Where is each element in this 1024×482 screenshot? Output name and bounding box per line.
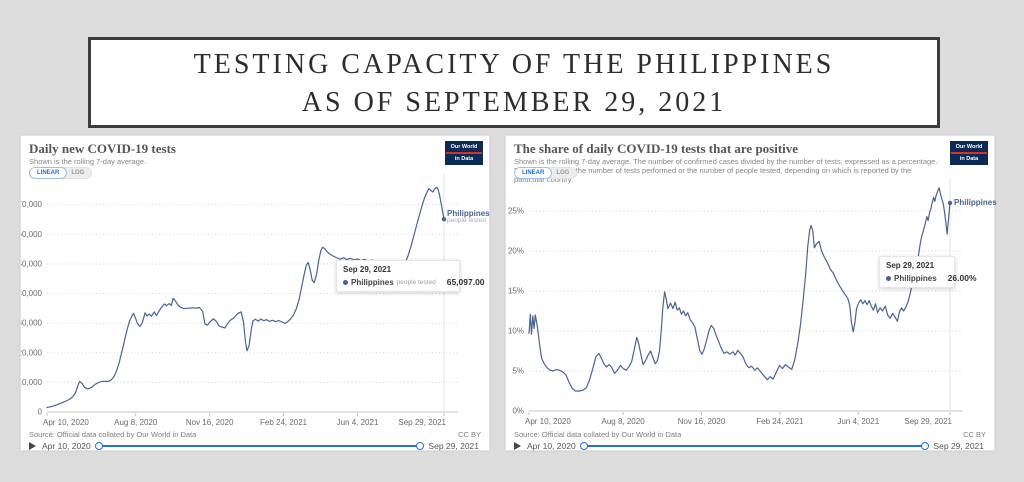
timeline-start-date: Apr 10, 2020 [42, 441, 91, 451]
banner-title-line-2: AS OF SEPTEMBER 29, 2021 [301, 87, 727, 118]
x-axis-tick-label: Feb 24, 2021 [756, 417, 804, 426]
chart-subtitle: Shown is the rolling 7-day average. The … [514, 157, 938, 184]
chart-card-positive-rate: The share of daily COVID-19 tests that a… [505, 135, 997, 452]
timeline-slider[interactable] [579, 442, 930, 450]
x-axis-tick-label: Aug 8, 2020 [602, 417, 646, 426]
y-axis-tick-label: 25% [508, 207, 524, 216]
y-axis-tick-label: 30,000 [21, 319, 43, 328]
source-text: Source: Official data collated by Our Wo… [29, 430, 197, 439]
y-axis-tick-label: 15% [508, 287, 524, 296]
timeline-start-handle[interactable] [94, 442, 103, 450]
chart-title: Daily new COVID-19 tests [29, 141, 176, 156]
license-link[interactable]: CC BY [458, 430, 481, 439]
y-axis-tick-label: 40,000 [21, 289, 43, 298]
tooltip-entity: Philippines [351, 277, 394, 287]
y-axis-tick-label: 60,000 [21, 230, 43, 239]
banner-title-line-1: TESTING CAPACITY OF THE PHILIPPINES [193, 49, 835, 80]
x-axis-tick-label: Nov 16, 2020 [678, 417, 726, 426]
y-axis-tick-label: 0 [38, 408, 43, 417]
timeline-end-date: Sep 29, 2021 [428, 441, 479, 451]
tooltip-row: Philippines people tested 65,097.00 [343, 277, 485, 287]
x-axis-tick-label: Sep 29, 2021 [398, 418, 446, 427]
timeline-control: Apr 10, 2020 Sep 29, 2021 [29, 440, 479, 452]
timeline-start-date: Apr 10, 2020 [527, 441, 576, 451]
play-icon[interactable] [29, 442, 36, 450]
x-axis-tick-label: Jun 4, 2021 [837, 417, 879, 426]
tooltip-value: 65,097.00 [446, 277, 485, 287]
owid-logo-line-1: Our World [951, 143, 987, 154]
play-icon[interactable] [514, 442, 521, 450]
line-end-label: Philippines [954, 198, 997, 207]
philippines-series-line [528, 187, 951, 392]
line-end-metric: people tested [447, 217, 487, 224]
hover-tooltip: Sep 29, 2021 Philippines people tested 6… [336, 260, 485, 292]
owid-logo[interactable]: Our World in Data [950, 141, 988, 165]
philippines-series-line [46, 186, 445, 409]
linear-toggle-button[interactable]: LINEAR [29, 167, 68, 179]
owid-logo-line-1: Our World [446, 143, 482, 154]
linear-toggle-button[interactable]: LINEAR [514, 167, 553, 179]
line-end-label: Philippines people tested [447, 209, 490, 225]
scale-toggle: LINEAR LOG [514, 167, 578, 179]
x-axis-tick-label: Sep 29, 2021 [904, 417, 952, 426]
owid-logo-line-2: in Data [454, 156, 474, 162]
timeline-end-handle[interactable] [416, 442, 425, 450]
tooltip-metric: people tested [396, 278, 436, 286]
chart-title: The share of daily COVID-19 tests that a… [514, 141, 799, 156]
y-axis-tick-label: 5% [512, 367, 524, 376]
y-axis-tick-label: 50,000 [21, 259, 43, 268]
tooltip-value: 26.00% [947, 273, 977, 283]
line-end-entity: Philippines [447, 209, 490, 218]
scale-toggle: LINEAR LOG [29, 167, 93, 179]
timeline-control: Apr 10, 2020 Sep 29, 2021 [514, 440, 984, 452]
source-text: Source: Official data collated by Our Wo… [514, 430, 682, 439]
series-dot-icon [343, 279, 348, 285]
series-end-dot [441, 217, 447, 222]
tooltip-entity: Philippines [894, 273, 937, 283]
owid-logo[interactable]: Our World in Data [445, 141, 483, 165]
y-axis-tick-label: 20% [508, 247, 524, 256]
y-axis-tick-label: 10,000 [21, 378, 43, 387]
x-axis-tick-label: Aug 8, 2020 [114, 418, 158, 427]
x-axis-tick-label: Apr 10, 2020 [525, 417, 571, 426]
hover-tooltip: Sep 29, 2021 Philippines 26.00% [879, 256, 977, 288]
x-axis-tick-label: Apr 10, 2020 [43, 418, 89, 427]
y-axis-tick-label: 10% [508, 327, 524, 336]
tooltip-date: Sep 29, 2021 [343, 265, 392, 274]
y-axis-tick-label: 20,000 [21, 348, 43, 357]
tooltip-date: Sep 29, 2021 [886, 261, 935, 270]
daily-tests-plot-area[interactable]: 0 10,000 20,000 30,000 40,000 50,000 60,000 70,… [21, 136, 491, 452]
source-row: Source: Official data collated by Our Wo… [29, 430, 481, 439]
chart-subtitle: Shown is the rolling 7-day average. [29, 157, 147, 166]
chart-card-daily-tests: Daily new COVID-19 tests Shown is the ro… [20, 135, 490, 451]
owid-logo-line-2: in Data [959, 156, 979, 162]
tooltip-row: Philippines 26.00% [886, 273, 977, 283]
line-end-entity: Philippines [954, 198, 997, 207]
title-banner: TESTING CAPACITY OF THE PHILIPPINES AS O… [88, 37, 940, 128]
x-axis-tick-label: Jun 4, 2021 [337, 418, 379, 427]
series-end-dot [947, 200, 953, 206]
y-axis-tick-label: 0% [512, 407, 524, 416]
source-row: Source: Official data collated by Our Wo… [514, 430, 986, 439]
license-link[interactable]: CC BY [963, 430, 986, 439]
x-axis-tick-label: Nov 16, 2020 [186, 418, 234, 427]
timeline-start-handle[interactable] [579, 442, 588, 450]
timeline-end-handle[interactable] [921, 442, 930, 450]
timeline-slider[interactable] [94, 442, 425, 450]
y-axis-tick-label: 70,000 [21, 200, 43, 209]
series-dot-icon [886, 275, 891, 281]
x-axis-tick-label: Feb 24, 2021 [260, 418, 308, 427]
timeline-end-date: Sep 29, 2021 [933, 441, 984, 451]
positive-rate-plot-area[interactable]: 0% 5% 10% 15% 20% 25% Apr 10, 2020 Aug 8, 2020 N… [506, 136, 996, 452]
